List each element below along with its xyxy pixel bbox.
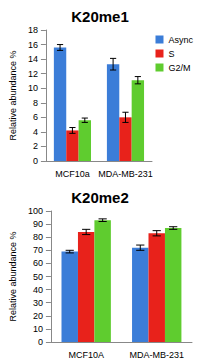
svg-text:18: 18 (28, 25, 38, 35)
svg-text:50: 50 (33, 272, 43, 282)
svg-text:MCF10A: MCF10A (68, 350, 104, 360)
svg-text:G2/M: G2/M (168, 63, 190, 73)
svg-text:8: 8 (33, 98, 38, 108)
svg-text:K20me2: K20me2 (71, 189, 129, 206)
svg-text:0: 0 (38, 337, 43, 347)
svg-text:80: 80 (33, 232, 43, 242)
svg-text:4: 4 (33, 127, 38, 137)
svg-text:10: 10 (28, 83, 38, 93)
svg-text:MCF10a: MCF10a (55, 169, 90, 179)
svg-text:16: 16 (28, 40, 38, 50)
svg-text:MDA-MB-231: MDA-MB-231 (98, 169, 153, 179)
svg-text:Relative abundance %: Relative abundance % (8, 231, 18, 321)
svg-text:K20me1: K20me1 (71, 8, 129, 25)
svg-text:20: 20 (33, 311, 43, 321)
svg-text:6: 6 (33, 112, 38, 122)
svg-text:70: 70 (33, 245, 43, 255)
svg-text:Async: Async (168, 35, 193, 45)
svg-text:60: 60 (33, 258, 43, 268)
svg-text:100: 100 (28, 206, 43, 216)
svg-text:0: 0 (33, 156, 38, 166)
svg-text:2: 2 (33, 141, 38, 151)
svg-text:MDA-MB-231: MDA-MB-231 (129, 350, 184, 360)
svg-text:14: 14 (28, 54, 38, 64)
svg-text:30: 30 (33, 298, 43, 308)
svg-text:Relative abundance %: Relative abundance % (8, 50, 18, 140)
svg-text:10: 10 (33, 324, 43, 334)
svg-text:40: 40 (33, 285, 43, 295)
svg-text:90: 90 (33, 219, 43, 229)
svg-text:S: S (168, 49, 174, 59)
svg-text:12: 12 (28, 69, 38, 79)
